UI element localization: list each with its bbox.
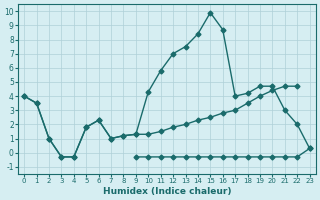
X-axis label: Humidex (Indice chaleur): Humidex (Indice chaleur)	[103, 187, 231, 196]
